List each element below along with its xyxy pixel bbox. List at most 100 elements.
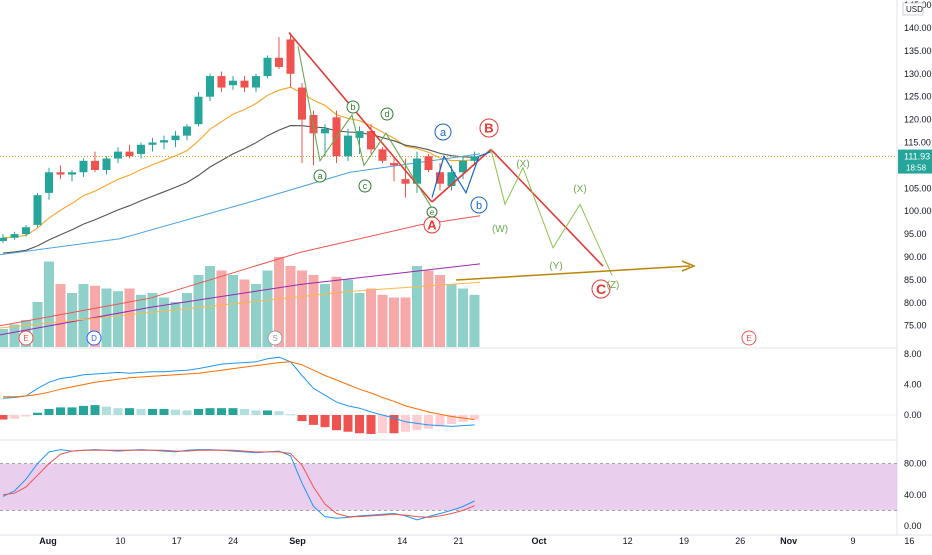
candle-body [436, 172, 444, 184]
candle-body [91, 160, 99, 170]
candle-body [229, 80, 237, 86]
volume-bar [320, 284, 330, 347]
volume-bar [228, 275, 238, 347]
wave-label-sub-e: e [430, 208, 435, 217]
proj-label-y: (Y) [549, 261, 562, 272]
macd-histogram-bar [217, 408, 226, 415]
macd-histogram-bar [274, 411, 284, 415]
macd-histogram-bar [10, 415, 19, 419]
volume-bar [90, 285, 100, 347]
candle-body [390, 163, 398, 166]
volume-bar [423, 270, 434, 347]
candle-body [240, 80, 249, 88]
volume-bar [366, 288, 376, 347]
ma-red-line [0, 215, 481, 327]
volume-bar [400, 297, 411, 347]
macd-histogram-bar [286, 414, 295, 416]
macd-histogram-bar [424, 415, 433, 429]
countdown-label: 18:58 [906, 164, 927, 173]
macd-tick-label: 4.00 [904, 380, 922, 390]
candle-body [344, 135, 352, 157]
candle-body [56, 172, 65, 175]
candle-body [45, 172, 53, 193]
macd-histogram-bar [355, 415, 364, 434]
macd-histogram-bar [228, 408, 238, 415]
ma-blue-line [0, 153, 481, 256]
time-tick-label: 9 [850, 536, 855, 546]
volume-bar [239, 279, 250, 347]
candle-body [194, 96, 203, 125]
volume-bar [67, 293, 77, 347]
volume-bar [216, 270, 227, 347]
price-tick-label: 95.00 [904, 229, 927, 239]
proj-label-x1: (X) [516, 159, 529, 170]
macd-histogram-bar [470, 415, 479, 420]
candle-body [10, 234, 19, 238]
macd-histogram-bar [412, 415, 422, 431]
candle-body [321, 128, 329, 134]
volume-bar [262, 270, 273, 347]
price-tick-label: 100.00 [904, 206, 932, 216]
price-tick-label: 105.00 [904, 183, 932, 193]
volume-bar [285, 266, 296, 347]
volume-bar [55, 284, 66, 347]
macd-histogram-bar [33, 412, 42, 415]
wave-label-sub-b: b [350, 102, 355, 112]
time-tick-label: 16 [904, 536, 914, 546]
time-tick-label: 17 [172, 536, 182, 546]
volume-bar [159, 297, 169, 347]
proj-label-z: (Z) [607, 280, 620, 291]
macd-histogram-bar [240, 408, 249, 415]
volume-bar [297, 270, 307, 347]
price-tick-label: 120.00 [904, 115, 932, 125]
candle-body [298, 87, 306, 120]
macd-histogram-bar [194, 408, 203, 415]
rsi-tick-label: 0.00 [904, 521, 922, 531]
time-tick-label: Nov [780, 536, 797, 546]
macd-histogram-bar [21, 415, 31, 417]
event-marker-circle [18, 330, 34, 346]
wave-label-sub-a-circle [313, 169, 327, 183]
candle-body [171, 135, 180, 141]
macd-histogram-bar [435, 415, 445, 427]
price-tick-label: 90.00 [904, 252, 927, 262]
time-tick-label: 19 [679, 536, 689, 546]
macd-histogram-bar [320, 415, 330, 428]
macd-histogram-bar [67, 407, 77, 415]
macd-histogram-bar [309, 415, 318, 425]
ema-short-line [2, 86, 475, 239]
current-price-label: 111.93 [904, 152, 930, 162]
wave-line-minor-ab [431, 151, 492, 198]
target-arrow-head [681, 260, 696, 272]
projection-line [490, 149, 613, 276]
volume-bar [274, 257, 284, 347]
wave-label-sub-c-circle [358, 179, 372, 193]
macd-histogram-bar [297, 415, 307, 422]
macd-histogram-bar [102, 406, 111, 415]
candle-body [424, 156, 433, 170]
currency-label: USD [906, 5, 923, 14]
price-tick-label: 80.00 [904, 298, 927, 308]
price-tick-label: 135.00 [904, 46, 932, 56]
event-marker-3: E [746, 334, 751, 343]
volume-bar [435, 275, 445, 347]
candle-body [217, 76, 226, 88]
proj-label-w: (W) [492, 224, 508, 235]
candle-body [275, 57, 283, 67]
rsi-band [0, 463, 897, 511]
candle-body [114, 151, 122, 159]
volume-bar [170, 302, 181, 347]
time-tick-label: 14 [397, 536, 407, 546]
macd-histogram-bar [378, 415, 387, 434]
candle-body [367, 131, 375, 150]
volume-bar [78, 284, 89, 347]
time-tick-label: Aug [39, 536, 57, 546]
volume-bar [182, 293, 192, 347]
macd-signal-line [3, 361, 475, 421]
wave-label-minor-b-circle [470, 196, 488, 214]
candle-body [148, 142, 157, 145]
event-marker-2: S [272, 334, 277, 343]
volume-bar [469, 294, 480, 347]
